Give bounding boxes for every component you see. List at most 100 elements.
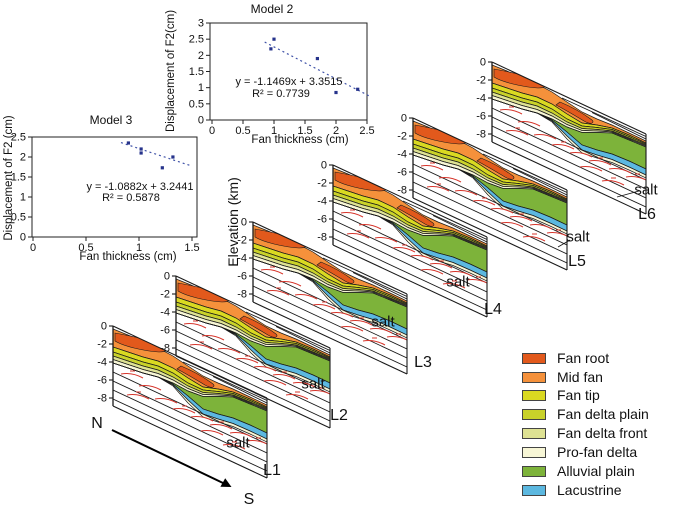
y-tick-label: 2 xyxy=(198,50,204,62)
x-tick-label: 0 xyxy=(209,125,215,137)
elevation-axis-ticks: 0 -2 -4 -6 -8 xyxy=(97,321,113,405)
cross-section-panels: 0 -2 -4 -6 -8 0 -2 -4 -6 -8 0 -2 -4 -6 -8 0 -2 -4 -6 -8 0 -2 -… xyxy=(97,57,647,479)
legend-label-mid-fan: Mid fan xyxy=(557,369,603,385)
salt-leader-line xyxy=(616,190,640,198)
x-tick-label: 0.5 xyxy=(78,242,93,254)
salt-label-l5: salt xyxy=(566,228,590,246)
elevation-tick-label: -4 xyxy=(97,357,107,369)
data-point xyxy=(269,47,273,51)
elevation-tick-label: -8 xyxy=(397,185,407,197)
elevation-tick-label: -2 xyxy=(397,131,407,143)
y-tick-label: 0 xyxy=(198,115,204,127)
compass-north-label: N xyxy=(91,415,103,432)
elevation-tick-label: -6 xyxy=(237,271,247,283)
fault-lines xyxy=(120,370,267,450)
compass-arrow xyxy=(111,429,232,487)
salt-label-l4: salt xyxy=(446,273,470,291)
model3-regression-equation: y = -1.0882x + 3.2441 xyxy=(86,181,194,193)
y-tick-label: 1 xyxy=(198,82,204,94)
strata-lines xyxy=(176,311,330,422)
scatter-plot-model-2: 0 0.5 1 1.5 2 2.5 0 0.5 1 1.5 2 2.5 3 xyxy=(189,18,375,137)
elevation-tick-label: -2 xyxy=(160,289,170,301)
fan-root-blob xyxy=(239,315,278,338)
panel-edges xyxy=(491,61,647,215)
y-tick-label: 2 xyxy=(20,152,26,164)
model3-r-squared: R² = 0.5878 xyxy=(102,192,160,204)
elevation-tick-label: -8 xyxy=(97,393,107,405)
data-point xyxy=(171,155,175,159)
elevation-tick-label: -2 xyxy=(476,75,486,87)
elevation-axis-ticks: 0 -2 -4 -6 -8 xyxy=(160,271,176,355)
legend-swatch-fan-root xyxy=(522,353,546,364)
panel-edges xyxy=(175,275,331,429)
cross-section-panel-L4: 0 -2 -4 -6 -8 xyxy=(317,160,488,318)
elevation-tick-label: -4 xyxy=(160,307,170,319)
x-tick-label: 0.5 xyxy=(235,125,250,137)
panel-clip-group xyxy=(333,167,487,311)
legend-label-alluvial-plain: Alluvial plain xyxy=(557,463,635,479)
elevation-axis-label: Elevation (km) xyxy=(225,177,241,267)
legend-swatch-lacustrine xyxy=(522,485,546,496)
y-tick-label: 0.5 xyxy=(11,212,26,224)
fault-lines xyxy=(499,106,646,186)
scatter-plots: 0 0.5 1 1.5 2 2.5 0 0.5 1 1.5 2 2.5 3 0 0.5 1 1.5 0 0.5 1 1.… xyxy=(11,18,375,254)
panel-edges xyxy=(412,117,568,271)
cross-section-panel-L3: 0 -2 -4 -6 -8 xyxy=(237,217,408,375)
y-tick-label: 1.5 xyxy=(11,172,26,184)
fan-root-blob xyxy=(555,101,594,124)
elevation-tick-label: -8 xyxy=(317,232,327,244)
elevation-tick-label: 0 xyxy=(321,160,327,172)
fan-root-blob xyxy=(476,157,515,180)
fan-root-blob xyxy=(176,365,215,388)
x-tick-label: 1 xyxy=(271,125,277,137)
data-point xyxy=(126,141,130,145)
strata-lines xyxy=(333,200,487,311)
data-point xyxy=(139,151,143,155)
legend-label-lacustrine: Lacustrine xyxy=(557,482,622,498)
elevation-tick-label: -2 xyxy=(317,178,327,190)
elevation-tick-label: -6 xyxy=(317,214,327,226)
legend-swatch-fan-delta-plain xyxy=(522,409,546,420)
x-tick-label: 1 xyxy=(136,242,142,254)
elevation-tick-label: 0 xyxy=(164,271,170,283)
model3-y-axis-label: Displacement of F2 (cm) xyxy=(3,115,15,241)
plot-frame xyxy=(209,22,368,121)
data-point xyxy=(356,87,360,91)
strata-lines xyxy=(113,361,267,472)
elevation-axis-ticks: 0 -2 -4 -6 -8 xyxy=(397,113,413,197)
strata-lines xyxy=(413,153,567,264)
facies-bands xyxy=(413,120,567,235)
elevation-tick-label: 0 xyxy=(480,57,486,69)
panel-label-l4: L4 xyxy=(484,301,502,318)
panel-clip-group xyxy=(413,120,567,264)
elevation-tick-label: -8 xyxy=(160,343,170,355)
elevation-tick-label: -2 xyxy=(97,339,107,351)
panel-label-l3: L3 xyxy=(414,354,432,371)
y-tick-label: 1 xyxy=(20,192,26,204)
elevation-tick-label: -4 xyxy=(397,149,407,161)
legend-label-pro-fan-delta: Pro-fan delta xyxy=(557,444,638,460)
salt-leader-line xyxy=(557,239,571,248)
legend-label-fan-root: Fan root xyxy=(557,350,610,366)
fault-lines xyxy=(340,209,487,289)
y-tick-label: 0.5 xyxy=(189,98,204,110)
cross-section-panel-L2: 0 -2 -4 -6 -8 xyxy=(160,271,331,429)
y-tick-label: 2.5 xyxy=(189,34,204,46)
salt-label-l2: salt xyxy=(301,375,325,393)
model3-x-axis-label: Fan thickness (cm) xyxy=(79,251,177,263)
legend-swatch-pro-fan-delta xyxy=(522,447,546,458)
elevation-tick-label: -4 xyxy=(476,93,486,105)
elevation-tick-label: -4 xyxy=(237,253,247,265)
scatter-plot-model-3: 0 0.5 1 1.5 0 0.5 1 1.5 2 2.5 xyxy=(11,132,200,255)
panel-edges xyxy=(252,221,408,375)
model2-regression-equation: y = -1.1469x + 3.3515 xyxy=(235,76,343,88)
panel-label-l5: L5 xyxy=(568,253,586,270)
elevation-tick-label: -8 xyxy=(237,289,247,301)
elevation-axis-ticks: 0 -2 -4 -6 -8 xyxy=(317,160,333,244)
model2-y-axis-label: Displacement of F2(cm) xyxy=(165,9,177,133)
cross-section-panel-L6: 0 -2 -4 -6 -8 xyxy=(476,57,647,215)
arrow-head xyxy=(220,478,232,487)
x-tick-label: 2.5 xyxy=(359,125,374,137)
elevation-tick-label: -8 xyxy=(476,129,486,141)
